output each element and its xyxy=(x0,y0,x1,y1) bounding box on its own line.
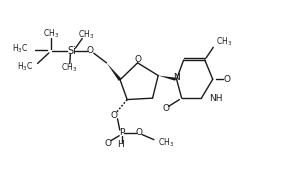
Text: O: O xyxy=(136,128,143,137)
Text: CH$_3$: CH$_3$ xyxy=(61,62,77,74)
Text: H$_3$C: H$_3$C xyxy=(17,60,33,73)
Text: Si: Si xyxy=(67,46,76,56)
Text: CH$_3$: CH$_3$ xyxy=(216,36,232,48)
Text: H: H xyxy=(118,140,124,149)
Polygon shape xyxy=(158,75,176,81)
Text: O: O xyxy=(87,46,94,56)
Text: CH$_3$: CH$_3$ xyxy=(158,136,174,149)
Text: O: O xyxy=(105,139,112,148)
Text: N: N xyxy=(173,73,179,82)
Polygon shape xyxy=(107,63,121,81)
Text: H$_3$C: H$_3$C xyxy=(13,43,29,55)
Text: P: P xyxy=(119,128,124,137)
Text: O: O xyxy=(162,104,169,113)
Text: O: O xyxy=(134,55,141,64)
Text: CH$_3$: CH$_3$ xyxy=(78,28,94,41)
Text: O: O xyxy=(223,75,230,84)
Text: NH: NH xyxy=(209,94,223,103)
Text: CH$_3$: CH$_3$ xyxy=(43,27,60,40)
Text: O: O xyxy=(111,111,118,120)
